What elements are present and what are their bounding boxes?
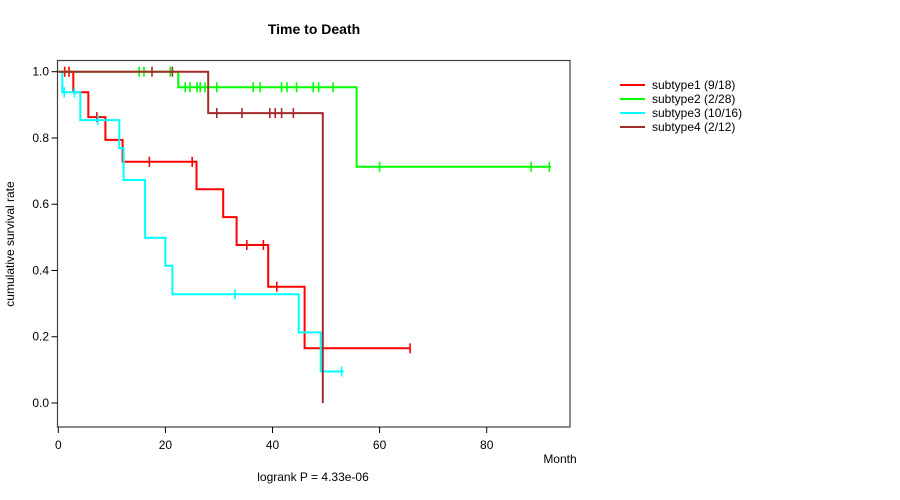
axes: 0 20 40 60 80 0.0 0.2 0.4 0.6 0.8 1.0 <box>32 65 493 452</box>
legend: subtype1 (9/18)subtype2 (2/28)subtype3 (… <box>620 78 742 134</box>
survival-curves <box>58 66 551 403</box>
legend-label-subtype4: subtype4 (2/12) <box>652 120 735 134</box>
y-axis-tick-label: 0.6 <box>32 197 49 211</box>
survival-curve-subtype1 <box>58 70 411 350</box>
x-axis-tick-label: 0 <box>55 438 62 452</box>
chart-title: Time to Death <box>268 21 360 37</box>
legend-label-subtype1: subtype1 (9/18) <box>652 78 735 92</box>
plot-border <box>56 59 571 428</box>
x-axis-label: Month <box>543 452 576 466</box>
survival-curve-subtype4 <box>58 70 324 403</box>
legend-label-subtype2: subtype2 (2/28) <box>652 92 735 106</box>
x-axis-tick-label: 20 <box>159 438 173 452</box>
x-axis-tick-label: 80 <box>480 438 494 452</box>
x-axis-tick-label: 40 <box>266 438 280 452</box>
y-axis-label: cumulative survival rate <box>3 181 17 307</box>
y-axis-tick-label: 0.8 <box>32 131 49 145</box>
y-axis-tick-label: 0.4 <box>32 263 49 277</box>
y-axis-tick-label: 0.0 <box>32 396 49 410</box>
survival-curve-subtype3 <box>58 70 344 373</box>
logrank-footnote: logrank P = 4.33e-06 <box>257 470 369 484</box>
survival-curve-subtype2 <box>58 70 551 168</box>
legend-label-subtype3: subtype3 (10/16) <box>652 106 742 120</box>
x-axis-tick-label: 60 <box>373 438 387 452</box>
y-axis-tick-label: 1.0 <box>32 65 49 79</box>
y-axis-tick-label: 0.2 <box>32 330 49 344</box>
